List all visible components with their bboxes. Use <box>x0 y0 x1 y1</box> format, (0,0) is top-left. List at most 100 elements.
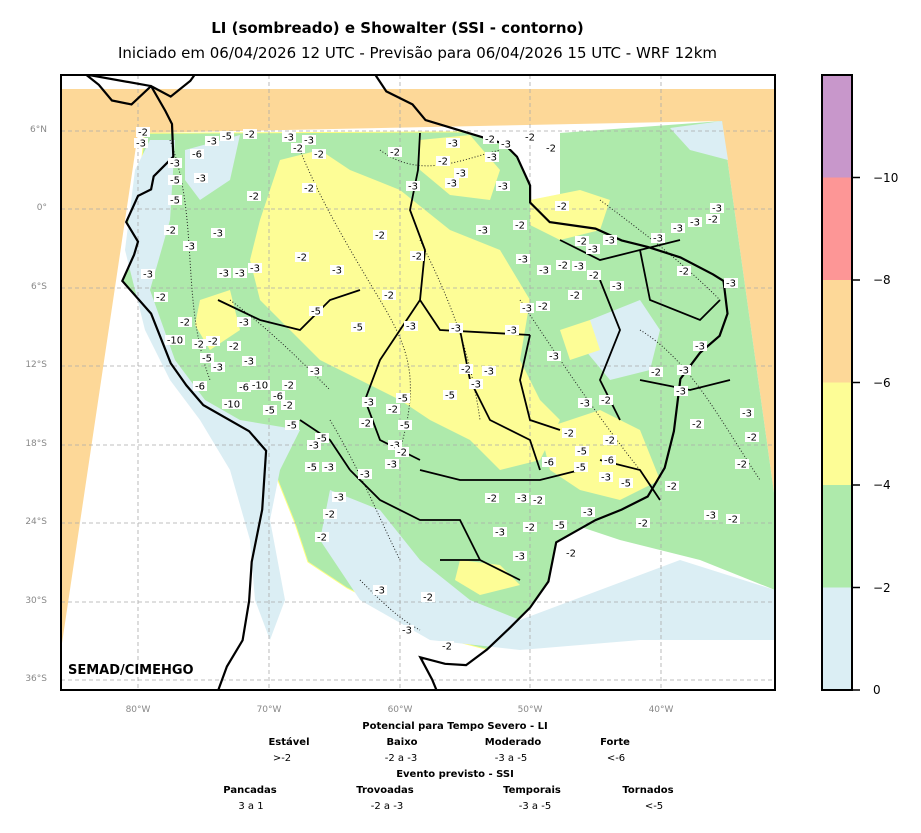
contour-label: -2 <box>531 495 545 507</box>
contour-label: -3 <box>724 278 738 290</box>
contour-label-text: -3 <box>501 140 511 151</box>
contour-label-text: -3 <box>250 264 260 275</box>
contour-label: -3 <box>330 265 344 277</box>
contour-label-text: -3 <box>448 139 458 150</box>
ssi-category-range: -3 a -5 <box>518 801 552 812</box>
contour-label: -3 <box>385 459 399 471</box>
contour-label-text: -2 <box>558 261 568 272</box>
contour-label: -3 <box>237 317 251 329</box>
li-category-name: Estável <box>268 737 310 748</box>
contour-label-text: -3 <box>334 493 344 504</box>
contour-label: -2 <box>302 183 316 195</box>
contour-label: -3 <box>482 366 496 378</box>
contour-label: -3 <box>194 173 208 185</box>
contour-label-text: -2 <box>245 130 255 141</box>
contour-label-text: -5 <box>445 391 455 402</box>
ssi-category-range: -2 a -3 <box>370 801 404 812</box>
contour-label: -2 <box>295 252 309 264</box>
contour-label: -3 <box>572 261 586 273</box>
contour-label-text: -3 <box>360 470 370 481</box>
colorbar-segment <box>822 485 852 588</box>
contour-label: -3 <box>677 365 691 377</box>
contour-label-text: -2 <box>538 302 548 313</box>
contour-label: -2 <box>359 418 373 430</box>
contour-label: -2 <box>421 592 435 604</box>
colorbar-segment <box>822 75 852 178</box>
contour-label: -6 <box>542 457 556 469</box>
border-line <box>217 289 361 331</box>
contour-label-text: -2 <box>570 291 580 302</box>
contour-label-text: -2 <box>747 433 757 444</box>
contour-label: -2 <box>599 395 613 407</box>
contour-label-text: -2 <box>194 340 204 351</box>
contour-label: -2 <box>312 149 326 161</box>
contour-label-text: -3 <box>487 153 497 164</box>
contour-label: -2 <box>388 147 402 159</box>
contour-label: -3 <box>446 138 460 150</box>
contour-label: -3 <box>599 472 613 484</box>
latitude-label: 36°S <box>25 674 47 684</box>
moderate-region <box>250 150 560 470</box>
contour-label: -3 <box>651 233 665 245</box>
li-category-range: -2 a -3 <box>384 753 418 764</box>
contour-label: -10 <box>165 335 185 347</box>
contour-label-text: -5 <box>222 132 232 143</box>
contour-label: -2 <box>323 509 337 521</box>
contour-label-text: -3 <box>549 352 559 363</box>
contour-label-text: -3 <box>518 255 528 266</box>
contour-label-text: -3 <box>517 494 527 505</box>
contour-label-text: -3 <box>196 174 206 185</box>
ssi-legend-title: Evento previsto - SSI <box>396 769 514 780</box>
contour-label: -3 <box>693 341 707 353</box>
moderate-region <box>420 135 500 200</box>
latitude-label: 30°S <box>25 596 47 606</box>
contour-label: -3 <box>134 138 148 150</box>
contour-label-text: -3 <box>244 357 254 368</box>
contour-label-text: -2 <box>737 460 747 471</box>
contour-label: -3 <box>322 462 336 474</box>
contour-label-text: -2 <box>166 226 176 237</box>
contour-label: -3 <box>485 152 499 164</box>
contour-label-text: -3 <box>507 326 517 337</box>
colorbar-segment <box>822 177 852 280</box>
colorbar-tick-label: −8 <box>873 273 891 287</box>
contour-label: -6 <box>237 382 251 394</box>
contour-label-text: -3 <box>309 441 319 452</box>
contour-label: -2 <box>459 364 473 376</box>
contour-label: -5 <box>351 322 365 334</box>
colorbar <box>821 74 860 691</box>
contour-label-text: -5 <box>287 421 297 432</box>
contour-label: -3 <box>445 178 459 190</box>
contour-label-text: -3 <box>478 226 488 237</box>
contour-label: -3 <box>704 510 718 522</box>
contour-label: -2 <box>636 518 650 530</box>
ssi-category-range: <-5 <box>644 801 664 812</box>
contour-label-text: -3 <box>185 242 195 253</box>
colorbar-segment <box>822 587 852 690</box>
contour-label-text: -2 <box>546 144 556 155</box>
latitude-label: 0° <box>36 203 47 213</box>
contour-label-text: -2 <box>461 365 471 376</box>
contour-label-text: -2 <box>487 494 497 505</box>
contour-label-text: -2 <box>229 342 239 353</box>
contour-label-text: -2 <box>284 381 294 392</box>
longitude-label: 40°W <box>648 705 674 715</box>
contour-label: -2 <box>227 341 241 353</box>
chart-subtitle: Iniciado em 06/04/2026 12 UTC - Previsão… <box>117 44 718 62</box>
contour-label: -2 <box>395 447 409 459</box>
contour-label-text: -2 <box>485 135 495 146</box>
contour-label: -2 <box>281 400 295 412</box>
contour-label: -3 <box>671 223 685 235</box>
contour-label-text: -3 <box>605 236 615 247</box>
contour-label: -3 <box>242 356 256 368</box>
contour-label: -3 <box>674 386 688 398</box>
outside-domain-shading <box>61 89 775 650</box>
contour-label-text: -2 <box>397 448 407 459</box>
contour-label: -5 <box>443 390 457 402</box>
contour-label-text: -3 <box>456 169 466 180</box>
contour-label: -3 <box>537 265 551 277</box>
contour-label: -3 <box>688 217 702 229</box>
contour-label-text: -2 <box>577 237 587 248</box>
li-category-range: >-2 <box>272 753 292 764</box>
contour-label: -3 <box>493 527 507 539</box>
